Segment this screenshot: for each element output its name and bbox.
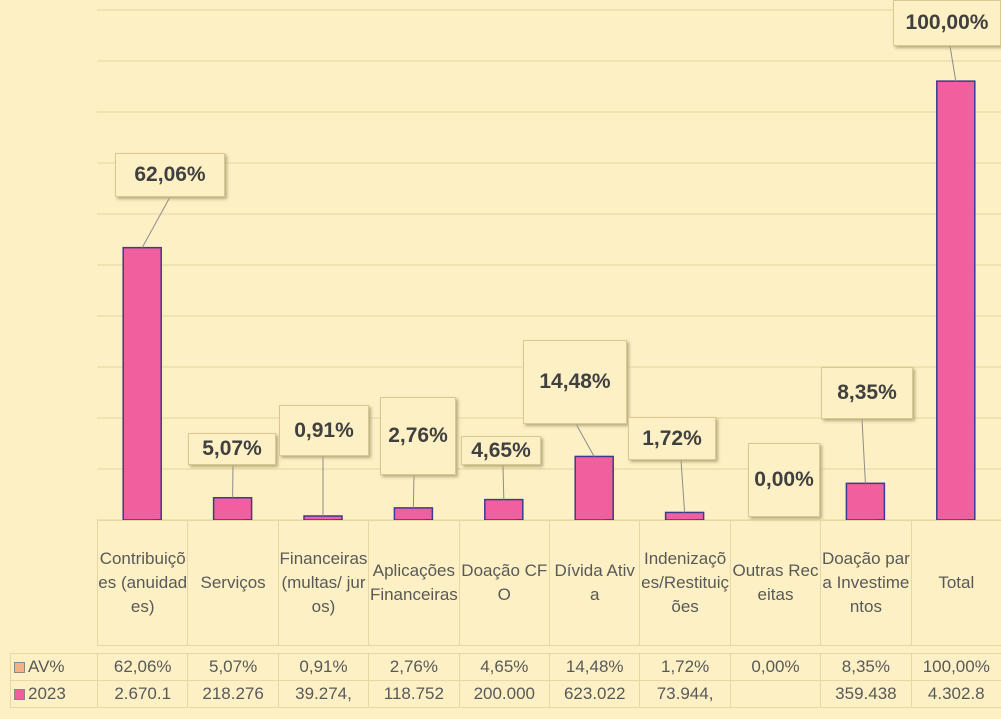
x-tick-label: Serviços	[187, 520, 279, 646]
data-label: 0,91%	[279, 405, 369, 456]
table-cell: 0,91%	[277, 653, 370, 681]
table-cell: 4,65%	[458, 653, 550, 681]
data-label: 1,72%	[628, 417, 716, 460]
data-label: 62,06%	[115, 153, 225, 197]
legend-swatch	[14, 661, 25, 673]
bar	[664, 511, 705, 521]
data-label: 4,65%	[461, 436, 541, 465]
bar	[212, 496, 253, 521]
data-label: 2,76%	[380, 397, 456, 475]
x-tick-label: Doação para Investimentos	[820, 520, 912, 646]
table-cell: 118.752	[368, 680, 460, 708]
x-tick-label: Contribuições (anuidades)	[97, 520, 189, 646]
data-label: 5,07%	[188, 433, 276, 465]
leader-line	[575, 423, 595, 457]
legend-swatch	[14, 688, 25, 700]
data-label: 100,00%	[893, 0, 1001, 46]
legend-entry: AV%	[10, 653, 98, 681]
table-cell: 1,72%	[639, 653, 731, 681]
table-cell: 5,07%	[187, 653, 279, 681]
data-label: 14,48%	[523, 340, 627, 424]
x-tick-label: Financeiras (multas/ juros)	[277, 520, 370, 646]
legend-label: 2023	[28, 684, 66, 703]
table-cell: 8,35%	[820, 653, 912, 681]
table-cell: 200.000	[458, 680, 550, 708]
table-cell: 62,06%	[97, 653, 189, 681]
data-label: 8,35%	[821, 367, 913, 419]
table-cell: 2,76%	[368, 653, 460, 681]
x-tick-label: Total	[910, 520, 1001, 646]
table-cell: 218.276	[187, 680, 279, 708]
leader-line	[949, 45, 957, 82]
table-cell: 2.670.1	[97, 680, 189, 708]
leader-line	[861, 418, 866, 484]
table-cell: 0,00%	[729, 653, 822, 681]
x-tick-label: Outras Receitas	[729, 520, 822, 646]
bar	[393, 507, 434, 521]
bar	[122, 246, 162, 521]
bar	[484, 498, 524, 521]
legend-entry: 2023	[10, 680, 98, 708]
leader-line	[412, 474, 415, 508]
x-tick-label: Indenizações/Restituições	[639, 520, 731, 646]
bar	[574, 455, 614, 521]
table-cell: 4.302.8	[910, 680, 1001, 708]
x-tick-label: Doação CFO	[458, 520, 550, 646]
table-cell	[729, 680, 822, 708]
table-cell: 39.274,	[277, 680, 370, 708]
leader-line	[141, 196, 171, 248]
leader-line	[680, 459, 686, 513]
table-cell: 359.438	[820, 680, 912, 708]
bar	[845, 482, 886, 521]
legend-label: AV%	[28, 657, 65, 676]
bar	[936, 80, 976, 521]
table-cell: 100,00%	[910, 653, 1001, 681]
table-cell: 14,48%	[549, 653, 641, 681]
table-cell: 623.022	[549, 680, 641, 708]
data-label: 0,00%	[748, 443, 820, 517]
x-tick-label: Aplicações Financeiras	[368, 520, 460, 646]
x-tick-label: Dívida Ativa	[549, 520, 641, 646]
table-cell: 73.944,	[639, 680, 731, 708]
leader-line	[502, 464, 505, 500]
